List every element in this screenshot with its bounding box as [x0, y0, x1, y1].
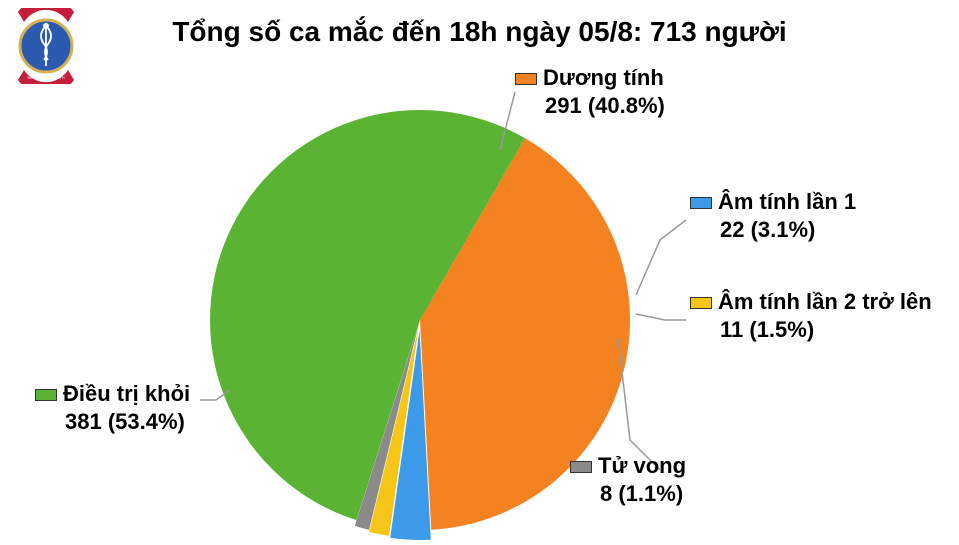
- legend-label: Âm tính lần 2 trở lên: [718, 289, 932, 314]
- legend-value: 22 (3.1%): [690, 216, 856, 244]
- leader-am_tinh_1: [636, 220, 686, 295]
- legend-label: Điều trị khỏi: [63, 381, 190, 406]
- swatch-duong_tinh: [515, 73, 537, 85]
- legend-value: 291 (40.8%): [515, 92, 665, 120]
- legend-duong_tinh: Dương tính291 (40.8%): [515, 64, 665, 119]
- swatch-am_tinh_2: [690, 297, 712, 309]
- legend-dieu_tri_khoi: Điều trị khỏi381 (53.4%): [35, 380, 190, 435]
- leader-am_tinh_2: [636, 314, 686, 320]
- legend-am_tinh_2: Âm tính lần 2 trở lên11 (1.5%): [690, 288, 932, 343]
- swatch-am_tinh_1: [690, 197, 712, 209]
- legend-tu_vong: Tử vong8 (1.1%): [570, 452, 686, 507]
- legend-value: 8 (1.1%): [570, 480, 686, 508]
- pie-chart: Dương tính291 (40.8%) Âm tính lần 122 (3.…: [0, 60, 959, 540]
- legend-label: Âm tính lần 1: [718, 189, 856, 214]
- legend-value: 381 (53.4%): [35, 408, 190, 436]
- swatch-tu_vong: [570, 461, 592, 473]
- chart-title: Tổng số ca mắc đến 18h ngày 05/8: 713 ng…: [0, 16, 959, 48]
- legend-am_tinh_1: Âm tính lần 122 (3.1%): [690, 188, 856, 243]
- legend-label: Dương tính: [543, 65, 664, 90]
- legend-label: Tử vong: [598, 453, 686, 478]
- swatch-dieu_tri_khoi: [35, 389, 57, 401]
- legend-value: 11 (1.5%): [690, 316, 932, 344]
